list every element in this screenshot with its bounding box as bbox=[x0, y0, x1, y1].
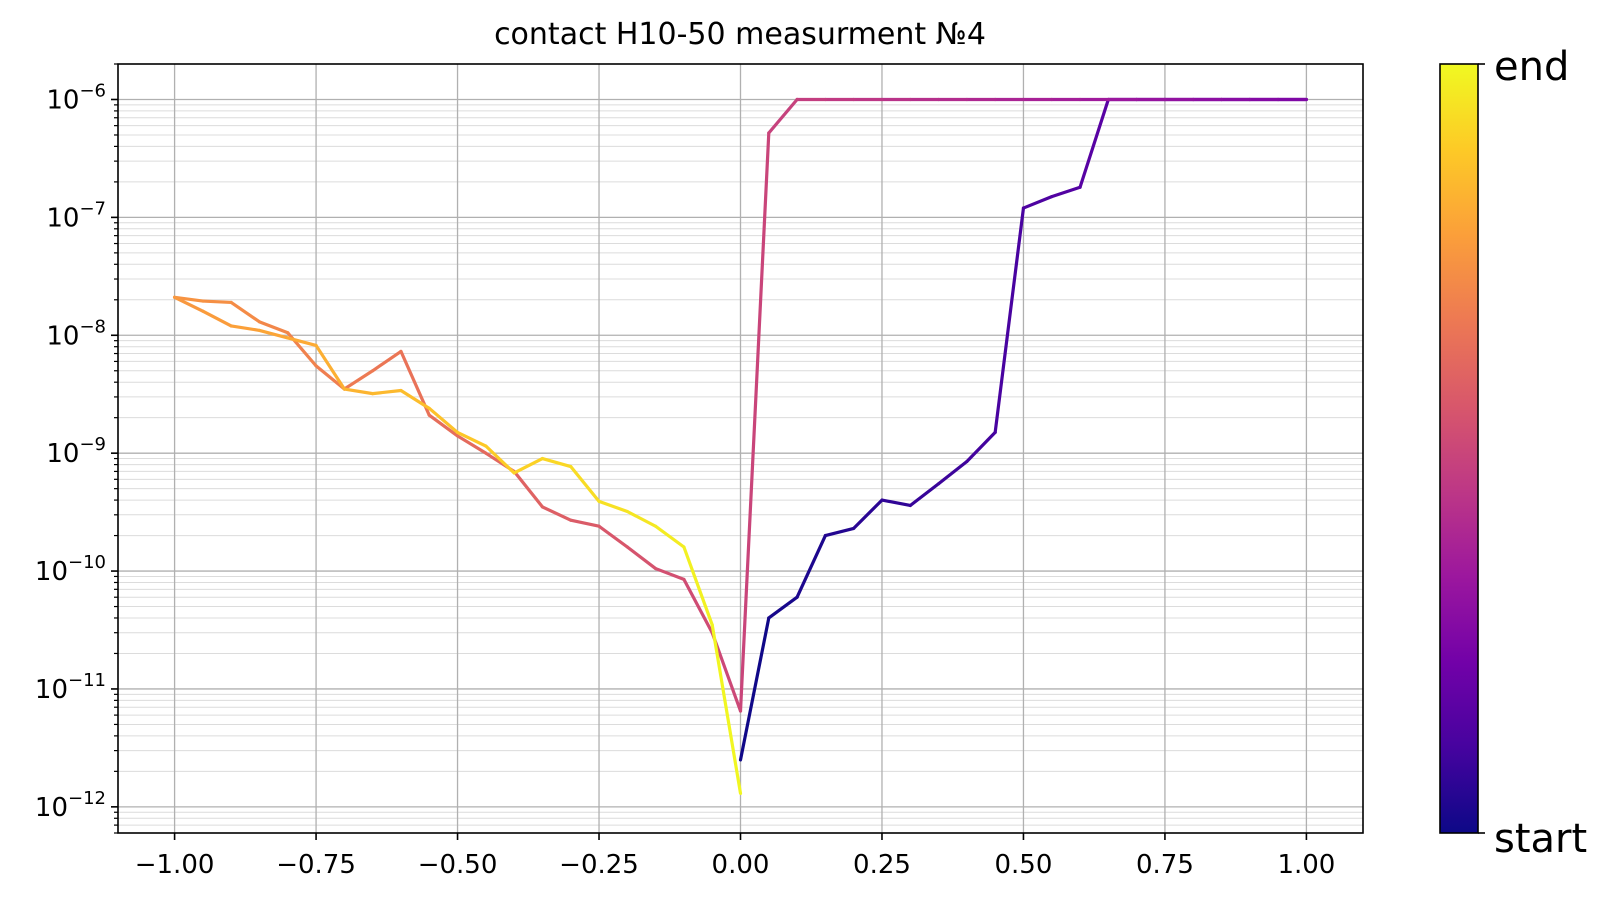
line-segment bbox=[654, 524, 686, 549]
colorbar-start-label: start bbox=[1494, 816, 1587, 862]
x-tick-label: −0.25 bbox=[559, 850, 639, 880]
line-segment bbox=[682, 577, 714, 635]
line-segment bbox=[738, 131, 771, 713]
line-segment bbox=[767, 97, 799, 135]
line-segment bbox=[201, 309, 233, 328]
y-tick-label: 10−10 bbox=[35, 552, 106, 587]
line-segment bbox=[654, 566, 686, 581]
y-tick-label: 10−8 bbox=[46, 316, 106, 351]
x-tick-label: 0.50 bbox=[995, 850, 1053, 880]
x-tick-label: −0.50 bbox=[418, 850, 498, 880]
line-segment bbox=[625, 545, 658, 571]
line-segment bbox=[625, 509, 658, 528]
line-segment bbox=[314, 343, 346, 391]
chart-title: contact H10-50 measurment №4 bbox=[494, 17, 986, 52]
y-tick-label: 10−7 bbox=[46, 198, 106, 233]
line-segment bbox=[597, 499, 629, 514]
line-segment bbox=[1050, 185, 1082, 199]
data-series bbox=[172, 97, 1309, 796]
x-tick-label: −1.00 bbox=[135, 850, 215, 880]
colorbar bbox=[1439, 63, 1479, 834]
line-segment bbox=[795, 533, 827, 599]
line-segment bbox=[852, 498, 884, 531]
y-tick-label: 10−6 bbox=[46, 80, 106, 115]
y-tick-label: 10−12 bbox=[35, 788, 106, 823]
line-segment bbox=[399, 388, 431, 410]
line-segment bbox=[767, 595, 799, 620]
line-segment bbox=[484, 444, 516, 475]
line-segment bbox=[229, 324, 262, 332]
grid bbox=[118, 63, 1363, 834]
line-segment bbox=[908, 482, 941, 508]
line-segment bbox=[965, 430, 997, 464]
line-segment bbox=[342, 369, 375, 391]
line-segment bbox=[936, 459, 969, 486]
x-tick-label: 0.75 bbox=[1136, 850, 1194, 880]
x-tick-label: −0.75 bbox=[276, 850, 356, 880]
line-segment bbox=[540, 456, 573, 469]
line-segment bbox=[257, 328, 290, 340]
x-tick-label: 0.00 bbox=[712, 850, 770, 880]
line-segment bbox=[569, 518, 601, 528]
line-segment bbox=[455, 430, 488, 448]
line-segment bbox=[569, 464, 601, 503]
line-segment bbox=[286, 336, 318, 348]
line-segment bbox=[597, 524, 629, 549]
line-segment bbox=[1021, 195, 1054, 210]
line-segment bbox=[172, 295, 205, 313]
line-segment bbox=[1078, 97, 1110, 189]
x-tick-label: 0.25 bbox=[853, 850, 911, 880]
line-segment bbox=[512, 469, 545, 509]
line-segment bbox=[512, 456, 545, 475]
colorbar-end-label: end bbox=[1494, 44, 1569, 90]
x-axis: −1.00 −0.75 −0.50 −0.25 0.00 0.25 0.50 0.75 1.00 bbox=[135, 833, 1335, 880]
line-segment bbox=[342, 387, 375, 396]
line-segment bbox=[371, 388, 403, 396]
line-segment bbox=[710, 623, 743, 796]
line-segment bbox=[455, 434, 488, 455]
line-segment bbox=[738, 616, 771, 762]
line-segment bbox=[427, 413, 460, 438]
y-axis: 10−12 10−11 10−10 10−9 10−8 10−7 10−6 bbox=[35, 63, 118, 834]
line-segment bbox=[201, 299, 233, 305]
y-tick-label: 10−9 bbox=[46, 434, 106, 469]
line-segment bbox=[993, 206, 1026, 435]
line-segment bbox=[823, 526, 856, 538]
line-segment bbox=[880, 498, 912, 508]
x-tick-label: 1.00 bbox=[1277, 850, 1335, 880]
y-tick-label: 10−11 bbox=[35, 670, 106, 705]
line-segment bbox=[427, 406, 460, 435]
line-segment bbox=[540, 505, 573, 522]
line-segment bbox=[682, 545, 714, 627]
line-segment bbox=[257, 320, 290, 335]
line-segment bbox=[229, 300, 262, 324]
line-segment bbox=[314, 364, 346, 391]
line-segment bbox=[371, 349, 403, 373]
